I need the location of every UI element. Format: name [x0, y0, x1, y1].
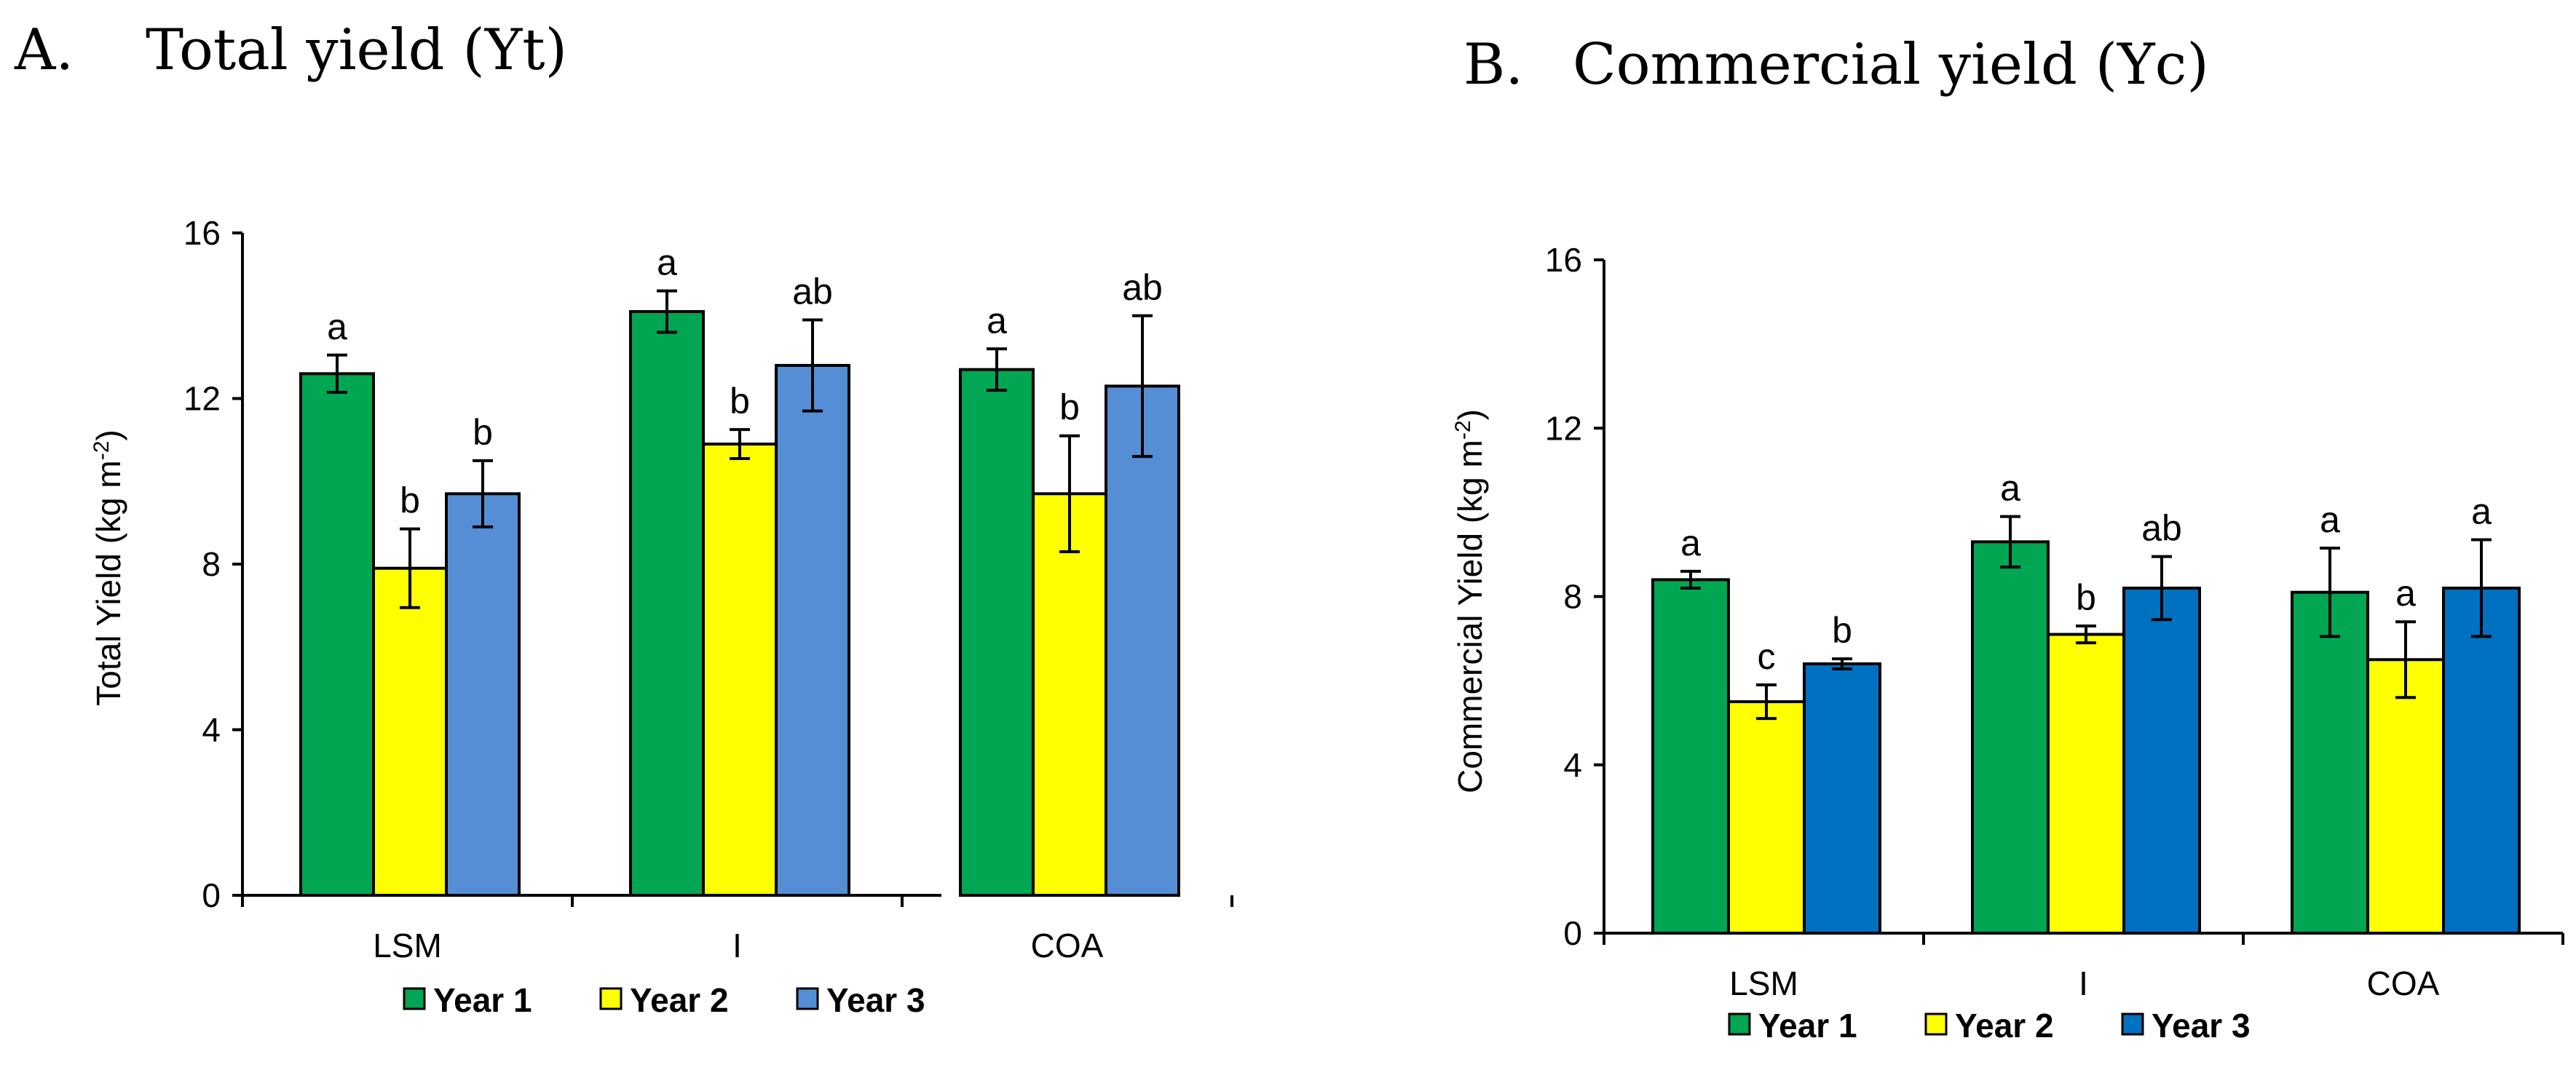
panel-b-y-axis-label: Commercial Yield (kg m-2) — [1451, 409, 1489, 793]
legend-label-year-1: Year 1 — [433, 981, 532, 1019]
bar-year-3-lsm — [445, 492, 521, 897]
y-tick-label: 16 — [183, 214, 221, 252]
legend-swatch-year-2 — [1924, 1012, 1948, 1036]
bar-year-3-coa — [2442, 586, 2521, 935]
x-tick-label: COA — [1031, 927, 1104, 964]
legend-label-year-3: Year 3 — [2152, 1007, 2251, 1045]
significance-letter: a — [1680, 523, 1701, 563]
bar-year-2-coa — [2366, 658, 2445, 935]
bar-year-3-i — [2122, 586, 2201, 935]
x-tick-label: I — [732, 927, 742, 964]
significance-letter: ab — [2141, 508, 2182, 549]
significance-letter: b — [2076, 577, 2096, 618]
bar-year-3-coa — [1105, 384, 1180, 897]
y-tick-label: 4 — [202, 711, 221, 749]
y-tick-label: 0 — [202, 876, 221, 914]
bar-year-1-i — [1971, 540, 2050, 935]
significance-letter: b — [1832, 610, 1852, 651]
bar-year-2-i — [2047, 633, 2125, 935]
x-tick-label: I — [2079, 964, 2088, 1002]
panel-b-label: B. — [1463, 32, 1523, 98]
panel-a-label: A. — [14, 17, 74, 83]
significance-letter: a — [2471, 491, 2492, 531]
significance-letter: c — [1758, 636, 1776, 677]
significance-letter: b — [1059, 387, 1080, 428]
bar-year-2-i — [702, 443, 778, 897]
y-tick-label: 0 — [1563, 914, 1582, 952]
significance-letter: a — [987, 300, 1007, 341]
significance-letter: a — [2395, 573, 2416, 614]
bar-year-2-lsm — [1727, 700, 1806, 935]
bar-year-1-lsm — [299, 372, 375, 897]
bar-year-3-i — [775, 364, 850, 897]
bar-year-1-coa — [2291, 590, 2369, 935]
significance-letter: b — [400, 480, 420, 521]
legend-label-year-2: Year 2 — [630, 981, 729, 1019]
y-tick-label: 8 — [1563, 578, 1582, 616]
significance-letter: b — [473, 412, 493, 453]
significance-letter: a — [327, 306, 347, 347]
bar-year-1-i — [629, 310, 705, 897]
significance-letter: a — [2000, 468, 2020, 509]
x-tick-label: LSM — [1729, 964, 1798, 1002]
bar-year-1-coa — [959, 368, 1035, 897]
legend-swatch-year-2 — [599, 987, 623, 1010]
y-tick-label: 8 — [202, 545, 221, 583]
y-tick-label: 4 — [1563, 746, 1582, 784]
bar-year-3-lsm — [1803, 662, 1881, 935]
x-tick-label: COA — [2367, 964, 2440, 1002]
significance-letter: a — [657, 242, 677, 283]
panel-b-title: Commercial yield (Yc) — [1573, 32, 2209, 98]
panel-a-y-axis-label: Total Yield (kg m-2) — [90, 429, 127, 706]
legend-label-year-3: Year 3 — [826, 981, 925, 1019]
legend-swatch-year-1 — [403, 987, 426, 1010]
significance-letter: ab — [792, 271, 833, 312]
y-tick-label: 12 — [1545, 409, 1582, 447]
legend-label-year-1: Year 1 — [1758, 1007, 1857, 1045]
y-tick-label: 12 — [183, 380, 221, 418]
significance-letter: a — [2320, 499, 2340, 540]
panel-a: A. Total yield (Yt) Total Yield (kg m-2)… — [14, 17, 1233, 1019]
x-tick-label: LSM — [373, 927, 442, 964]
panel-b: B. Commercial yield (Yc) Commercial Yiel… — [1451, 32, 2564, 1045]
legend-swatch-year-1 — [1728, 1012, 1751, 1036]
y-tick-label: 16 — [1545, 241, 1582, 279]
legend-swatch-year-3 — [2121, 1012, 2144, 1036]
panel-a-legend: Year 1 Year 2 Year 3 — [403, 981, 925, 1019]
significance-letter: ab — [1122, 267, 1163, 308]
legend-label-year-2: Year 2 — [1955, 1007, 2054, 1045]
panel-b-legend: Year 1 Year 2 Year 3 — [1728, 1007, 2251, 1045]
bar-year-2-coa — [1032, 492, 1107, 897]
bar-year-1-lsm — [1651, 578, 1730, 935]
panel-a-title: Total yield (Yt) — [146, 17, 567, 83]
bar-year-2-lsm — [372, 566, 448, 897]
significance-letter: b — [730, 381, 750, 421]
legend-swatch-year-3 — [796, 987, 819, 1010]
